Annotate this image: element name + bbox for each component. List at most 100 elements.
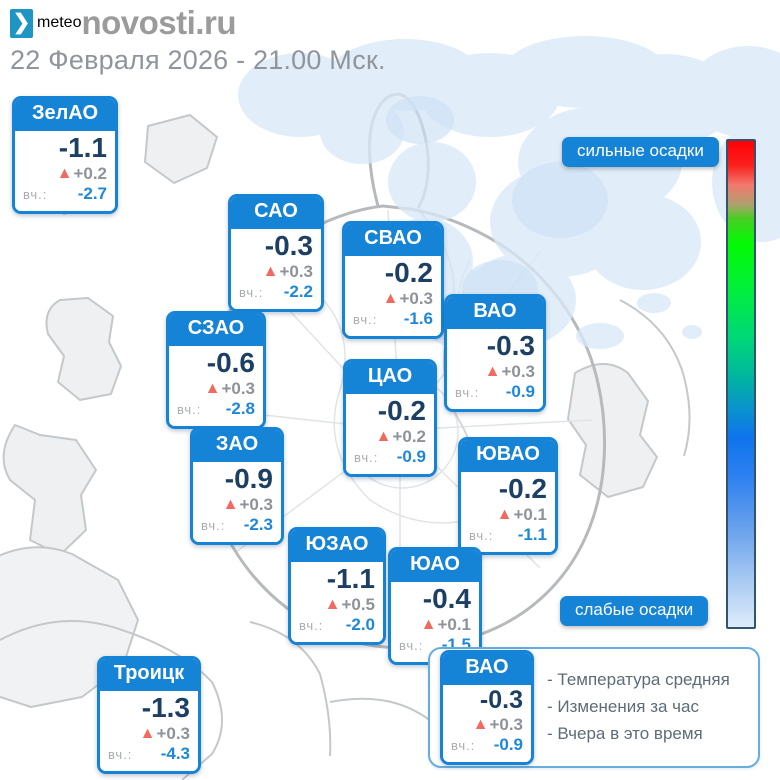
hourly-change-value: +0.1 <box>437 614 471 634</box>
avg-temperature: -0.6 <box>206 347 255 378</box>
hourly-change: ▲ +0.2 <box>376 427 426 447</box>
hourly-change: ▲ +0.3 <box>140 724 190 744</box>
up-triangle-icon: ▲ <box>222 496 239 514</box>
up-triangle-icon: ▲ <box>204 380 221 398</box>
district-card: СВАО -0.2 ▲ +0.3 вч.: -1.6 <box>342 221 444 339</box>
district-card: ВАО -0.3 ▲ +0.3 вч.: -0.9 <box>444 294 546 412</box>
district-card-body: -1.3 ▲ +0.3 вч.: -4.3 <box>100 691 198 771</box>
chevron-right-icon: ❯ <box>10 8 33 38</box>
yesterday-value: -1.1 <box>517 525 547 545</box>
district-card-body: -0.3 ▲ +0.3 вч.: -2.2 <box>231 229 321 309</box>
avg-temperature: -0.3 <box>264 230 313 261</box>
sample-hourly-change: ▲ +0.3 <box>473 715 523 735</box>
up-triangle-icon: ▲ <box>472 716 489 734</box>
yesterday-value: -0.9 <box>505 382 535 402</box>
district-name: СЗАО <box>169 314 263 346</box>
district-name: ЮВАО <box>461 440 555 472</box>
legend-info-box: ВАО -0.3 ▲ +0.3 вч.: -0.9 - Температура … <box>428 647 760 768</box>
yesterday-value: -0.9 <box>396 447 426 467</box>
district-card: ЦАО -0.2 ▲ +0.2 вч.: -0.9 <box>343 359 437 477</box>
yesterday-label: вч.: <box>451 738 476 754</box>
yesterday-row: вч.: -2.0 <box>299 615 375 635</box>
avg-temperature: -0.2 <box>377 395 426 426</box>
district-card-body: -0.6 ▲ +0.3 вч.: -2.8 <box>169 346 263 426</box>
district-card: ЗАО -0.9 ▲ +0.3 вч.: -2.3 <box>190 427 284 545</box>
outer-boundaries <box>0 299 691 780</box>
avg-temperature: -0.2 <box>384 257 433 288</box>
up-triangle-icon: ▲ <box>484 363 501 381</box>
district-card: Троицк -1.3 ▲ +0.3 вч.: -4.3 <box>97 656 201 774</box>
up-triangle-icon: ▲ <box>375 428 392 446</box>
hourly-change: ▲ +0.3 <box>485 362 535 382</box>
yesterday-label: вч.: <box>23 187 48 203</box>
avg-temperature: -1.1 <box>326 563 375 594</box>
up-triangle-icon: ▲ <box>262 263 279 281</box>
precipitation-colorbar <box>726 139 756 629</box>
legend-line-temp: - Температура средняя <box>547 670 730 690</box>
district-card-body: -0.3 ▲ +0.3 вч.: -0.9 <box>447 329 543 409</box>
yesterday-label: вч.: <box>177 402 202 418</box>
yesterday-row: вч.: -2.8 <box>177 399 255 419</box>
hourly-change-value: +0.3 <box>221 378 255 398</box>
hourly-change-value: +0.3 <box>239 494 273 514</box>
yesterday-label: вч.: <box>201 518 226 534</box>
yesterday-label: вч.: <box>108 747 133 763</box>
district-card: САО -0.3 ▲ +0.3 вч.: -2.2 <box>228 194 324 312</box>
district-name: ЗАО <box>193 430 281 462</box>
site-logo[interactable]: ❯ meteo novosti.ru <box>10 4 386 42</box>
hourly-change: ▲ +0.1 <box>497 505 547 525</box>
yesterday-label: вч.: <box>239 285 264 301</box>
up-triangle-icon: ▲ <box>420 616 437 634</box>
site-header: ❯ meteo novosti.ru 22 Февраля 2026 - 21.0… <box>10 4 386 76</box>
district-name: Троицк <box>100 659 198 691</box>
district-card-body: -0.2 ▲ +0.1 вч.: -1.1 <box>461 472 555 552</box>
yesterday-row: вч.: -0.9 <box>354 447 426 467</box>
yesterday-row: вч.: -2.2 <box>239 282 313 302</box>
yesterday-label: вч.: <box>469 528 494 544</box>
yesterday-row: вч.: -4.3 <box>108 744 190 764</box>
district-name: САО <box>231 197 321 229</box>
yesterday-row: вч.: -1.6 <box>353 309 433 329</box>
logo-text-meteo: meteo <box>37 14 82 31</box>
yesterday-label: вч.: <box>455 385 480 401</box>
sample-yesterday-value: -0.9 <box>493 735 523 755</box>
sample-district-name: ВАО <box>443 653 531 686</box>
yesterday-value: -2.8 <box>225 399 255 419</box>
sample-district-card: ВАО -0.3 ▲ +0.3 вч.: -0.9 <box>440 650 534 765</box>
district-name: ЮЗАО <box>291 530 383 562</box>
district-card-body: -1.1 ▲ +0.2 вч.: -2.7 <box>15 131 115 211</box>
avg-temperature: -1.1 <box>58 132 107 163</box>
avg-temperature: -1.3 <box>141 692 190 723</box>
yesterday-label: вч.: <box>354 450 379 466</box>
district-name: ВАО <box>447 297 543 329</box>
up-triangle-icon: ▲ <box>324 596 341 614</box>
avg-temperature: -0.4 <box>422 583 471 614</box>
hourly-change: ▲ +0.5 <box>325 595 375 615</box>
district-card-body: -0.2 ▲ +0.3 вч.: -1.6 <box>345 256 441 336</box>
hourly-change-value: +0.5 <box>341 594 375 614</box>
yesterday-row: вч.: -0.9 <box>455 382 535 402</box>
hourly-change: ▲ +0.3 <box>383 289 433 309</box>
sample-card-body: -0.3 ▲ +0.3 вч.: -0.9 <box>443 685 531 762</box>
district-card: ЮВАО -0.2 ▲ +0.1 вч.: -1.1 <box>458 437 558 555</box>
district-name: ЗелАО <box>15 99 115 131</box>
yesterday-value: -4.3 <box>160 744 190 764</box>
district-card-body: -1.1 ▲ +0.5 вч.: -2.0 <box>291 562 383 642</box>
hourly-change: ▲ +0.3 <box>205 379 255 399</box>
yesterday-label: вч.: <box>399 638 424 654</box>
hourly-change: ▲ +0.3 <box>263 262 313 282</box>
sample-hourly-change-value: +0.3 <box>489 714 523 734</box>
district-name: ЦАО <box>346 362 434 394</box>
yesterday-value: -1.6 <box>403 309 433 329</box>
hourly-change-value: +0.3 <box>156 723 190 743</box>
date-label: 22 Февраля 2026 - 21.00 Мск. <box>10 45 386 75</box>
legend-explanations: - Температура средняя - Изменения за час… <box>547 669 730 746</box>
yesterday-value: -2.0 <box>345 615 375 635</box>
yesterday-label: вч.: <box>299 618 324 634</box>
hourly-change-value: +0.3 <box>501 361 535 381</box>
sample-avg-temperature: -0.3 <box>479 686 523 715</box>
hourly-change: ▲ +0.3 <box>223 495 273 515</box>
district-card: СЗАО -0.6 ▲ +0.3 вч.: -2.8 <box>166 311 266 429</box>
district-name: СВАО <box>345 224 441 256</box>
